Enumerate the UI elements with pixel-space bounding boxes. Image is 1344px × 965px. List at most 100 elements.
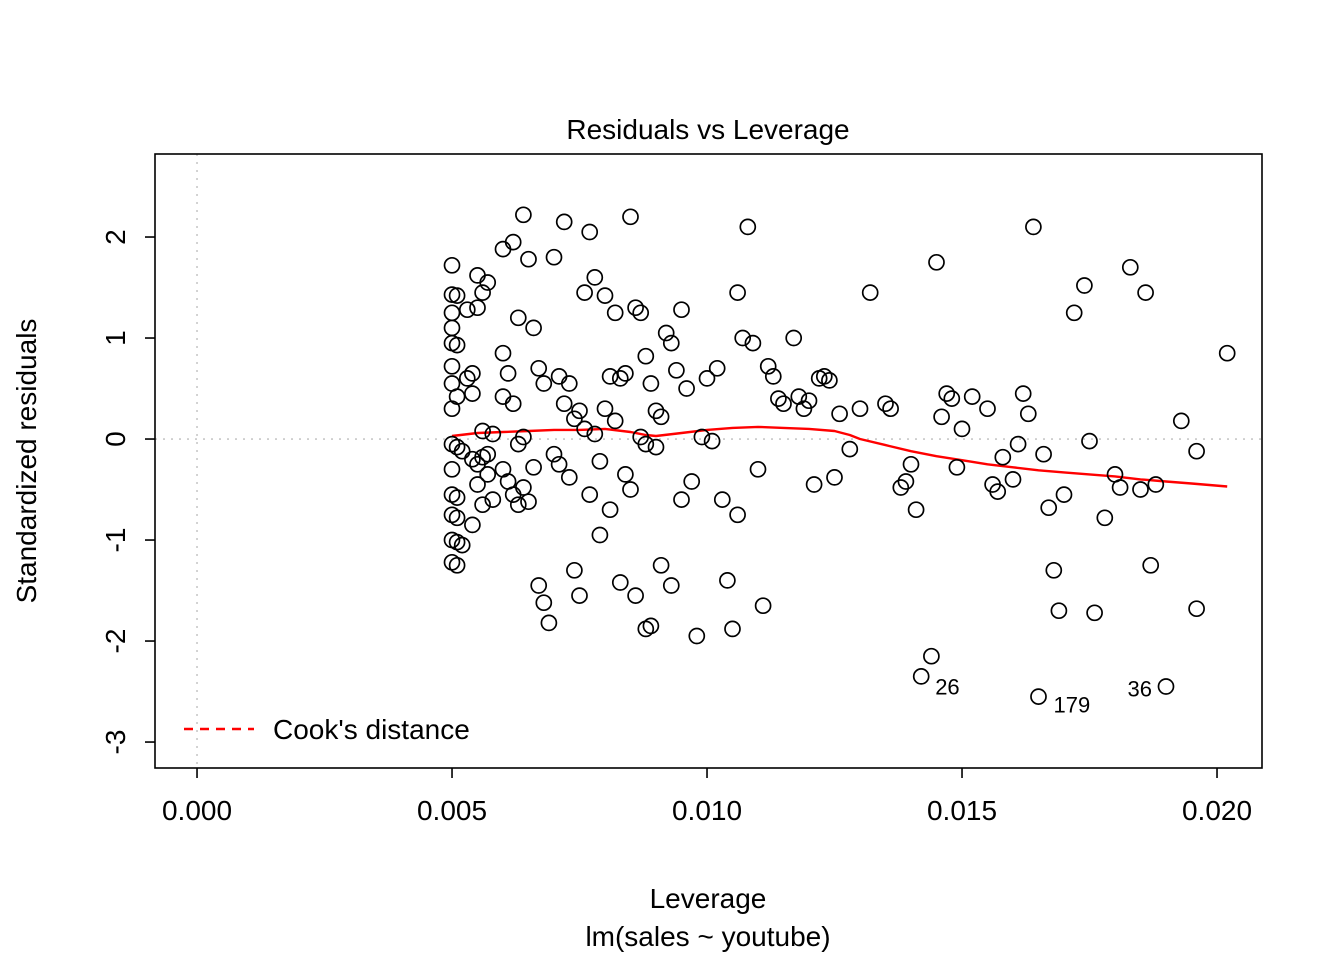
scatter-points xyxy=(443,206,1236,665)
data-point xyxy=(596,400,614,418)
data-point xyxy=(601,501,619,519)
data-point xyxy=(606,412,624,430)
data-point xyxy=(729,284,746,301)
data-point xyxy=(458,301,476,319)
data-point xyxy=(1081,432,1098,450)
data-point xyxy=(1147,476,1165,493)
data-point xyxy=(617,365,634,382)
point-labels: 26 179 36 xyxy=(912,668,1175,718)
cooks-distance-legend-label: Cook's distance xyxy=(273,714,470,745)
data-point xyxy=(770,390,787,407)
data-point xyxy=(591,452,609,470)
data-point xyxy=(479,445,497,463)
data-point xyxy=(555,213,573,231)
data-point xyxy=(943,390,961,407)
data-point xyxy=(841,440,859,458)
data-point xyxy=(668,361,685,379)
data-point xyxy=(647,438,665,456)
labeled-data-point xyxy=(1157,678,1175,695)
data-point xyxy=(504,233,522,251)
data-point xyxy=(448,438,466,456)
data-point xyxy=(729,506,746,524)
data-point xyxy=(622,481,639,498)
data-point xyxy=(1096,509,1114,527)
data-point xyxy=(515,428,532,446)
data-point xyxy=(652,408,670,426)
data-point xyxy=(453,442,471,460)
data-point xyxy=(622,208,639,226)
data-point xyxy=(560,375,578,392)
data-point xyxy=(1086,604,1103,622)
data-point xyxy=(698,370,716,387)
data-point xyxy=(708,359,726,377)
data-point xyxy=(764,368,782,385)
data-point xyxy=(703,432,721,450)
data-point xyxy=(515,206,532,224)
data-point xyxy=(928,253,945,271)
data-point xyxy=(550,455,568,473)
data-point xyxy=(759,357,777,375)
data-point xyxy=(688,627,706,645)
data-point xyxy=(673,491,690,508)
data-point xyxy=(464,365,481,382)
data-point xyxy=(571,402,588,420)
data-point xyxy=(520,493,537,511)
data-point xyxy=(479,466,497,483)
data-point xyxy=(647,402,665,420)
data-point xyxy=(1035,445,1052,463)
data-point xyxy=(800,392,818,410)
data-point xyxy=(1172,412,1190,430)
x-tick-label: 0.015 xyxy=(927,795,997,826)
data-point xyxy=(627,299,644,317)
data-point xyxy=(744,334,762,352)
data-point xyxy=(464,516,481,534)
data-point xyxy=(719,572,736,589)
data-point xyxy=(713,491,731,508)
data-point xyxy=(923,647,940,665)
smooth-trend-line xyxy=(451,425,1228,488)
data-point xyxy=(1025,218,1042,236)
data-point xyxy=(571,587,588,604)
data-point xyxy=(821,372,838,389)
data-point xyxy=(581,223,599,241)
data-point xyxy=(963,388,981,405)
data-point xyxy=(535,594,553,612)
data-point xyxy=(576,284,593,301)
data-point xyxy=(1137,284,1154,301)
data-point xyxy=(469,299,486,317)
data-point xyxy=(499,365,517,382)
data-point xyxy=(1111,479,1129,496)
data-point xyxy=(662,577,680,594)
data-point xyxy=(448,287,466,304)
data-point xyxy=(474,496,491,514)
legend: Cook's distance xyxy=(184,714,470,745)
data-point xyxy=(1218,344,1236,362)
data-point xyxy=(545,248,563,266)
data-point xyxy=(566,410,583,428)
data-point xyxy=(509,496,527,514)
data-point xyxy=(494,388,512,405)
data-point xyxy=(566,561,583,579)
data-point xyxy=(724,620,741,638)
data-point xyxy=(596,287,614,304)
data-point xyxy=(994,448,1012,466)
data-point xyxy=(443,256,461,274)
data-point xyxy=(504,395,522,413)
x-tick-label: 0.020 xyxy=(1182,795,1252,826)
data-point xyxy=(453,536,471,554)
data-point xyxy=(443,357,461,375)
data-point xyxy=(683,473,701,490)
data-point xyxy=(1142,556,1160,574)
data-point xyxy=(775,395,792,413)
data-point xyxy=(474,284,491,301)
y-tick-label: 0 xyxy=(100,431,131,447)
axis-ticks: 0.000 0.005 0.010 0.015 0.020 -3 -2 -1 0 1 2 xyxy=(100,229,1252,826)
data-point xyxy=(484,491,502,508)
data-point xyxy=(1050,602,1068,620)
data-point xyxy=(576,420,593,438)
data-point xyxy=(515,479,532,496)
data-point xyxy=(882,400,899,418)
smooth-line-path xyxy=(451,425,1228,488)
data-point xyxy=(1188,600,1205,618)
